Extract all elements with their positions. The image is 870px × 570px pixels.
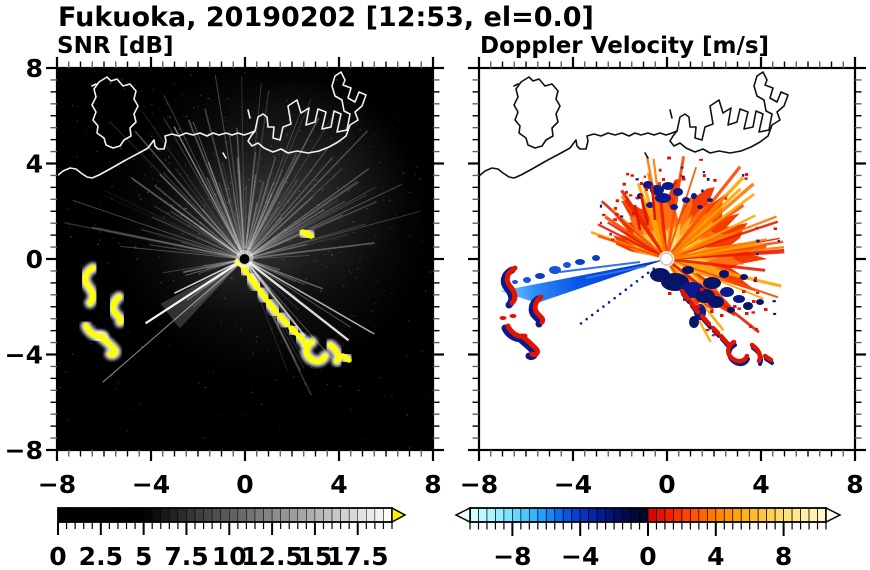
coastline [57, 130, 256, 179]
coastline [644, 152, 649, 159]
x-tick-label: 8 [424, 470, 441, 499]
snr-panel-title: SNR [dB] [57, 33, 174, 59]
x-tick-label: 8 [846, 470, 863, 499]
snr-clutter-streaks [64, 75, 421, 396]
x-tick-label: −8 [460, 470, 498, 499]
radar-site-marker [238, 253, 251, 265]
velocity-top-navy-speck [643, 181, 653, 189]
snr-high-echo-patches [79, 226, 355, 367]
snr-colorbar-tick-label: 5 [135, 542, 152, 570]
snr-colorbar-tick-label: 2.5 [79, 542, 123, 570]
x-tick-label: −8 [38, 470, 76, 499]
y-tick-label: −8 [5, 436, 43, 465]
x-tick-label: 0 [236, 470, 253, 499]
coastline [669, 109, 673, 119]
velocity-colorbar: −8 −4 0 4 8 [454, 506, 842, 570]
x-tick-label: −4 [554, 470, 592, 499]
radar-site-marker [659, 252, 674, 266]
velocity-top-navy-speck [670, 204, 678, 210]
coastline [513, 76, 561, 149]
velocity-top-navy-speck [673, 188, 683, 196]
velocity-outbound-fan [590, 156, 785, 343]
snr-panel [57, 68, 433, 450]
snr-colorbar-tick-label: 17.5 [327, 542, 389, 570]
coastline [513, 83, 519, 87]
y-tick-label: 4 [26, 150, 43, 179]
coastline [479, 130, 678, 179]
snr-colorbar-tick-label: 0 [49, 542, 66, 570]
velocity-colorbar-tick-label: −4 [561, 542, 599, 570]
snr-colorbar-over-arrow [391, 506, 407, 524]
coastline [91, 76, 139, 149]
velocity-top-navy-speck [646, 202, 654, 208]
axes: −8 −4 0 4 8 8 4 0 −4 −8 [5, 54, 444, 499]
velocity-top-navy-speck [662, 182, 674, 190]
velocity-colorbar-tick-label: 4 [707, 542, 724, 570]
y-tick-label: 0 [26, 245, 43, 274]
coastline [247, 109, 251, 119]
coastline [669, 71, 789, 154]
velocity-colorbar-tick-label: −8 [493, 542, 531, 570]
velocity-top-navy-speck [697, 205, 703, 209]
snr-colorbar-tick-label: 15 [298, 542, 333, 570]
velocity-colorbar-tick-label: 0 [639, 542, 656, 570]
velocity-panel-title: Doppler Velocity [m/s] [480, 33, 770, 59]
x-tick-label: −4 [132, 470, 170, 499]
coastline [91, 83, 97, 87]
snr-colorbar-tick-label: 12.5 [241, 542, 303, 570]
y-tick-label: 8 [26, 54, 43, 83]
velocity-top-navy-speck [655, 193, 671, 203]
velocity-top-navy-speck [707, 198, 713, 202]
snr-colorbar-tick-label: 7.5 [164, 542, 208, 570]
velocity-aliased-navy-cluster [650, 266, 768, 328]
velocity-top-navy-speck [682, 197, 690, 203]
velocity-colorbar-over-arrow [825, 506, 842, 524]
velocity-clutter-patches [500, 265, 774, 367]
y-tick-label: −4 [5, 341, 43, 370]
velocity-colorbar-tick-label: 8 [775, 542, 792, 570]
velocity-panel [479, 68, 855, 450]
figure-title: Fukuoka, 20190202 [12:53, el=0.0] [58, 2, 594, 33]
velocity-colorbar-under-arrow [454, 506, 471, 524]
axes: −8 −4 0 4 8 [460, 57, 866, 499]
x-tick-label: 0 [658, 470, 675, 499]
snr-colorbar-tick-label: 10 [212, 542, 247, 570]
velocity-top-navy-speck [691, 193, 697, 199]
x-tick-label: 4 [752, 470, 769, 499]
coastline [222, 152, 227, 159]
coastline [247, 71, 367, 154]
x-tick-label: 4 [330, 470, 347, 499]
